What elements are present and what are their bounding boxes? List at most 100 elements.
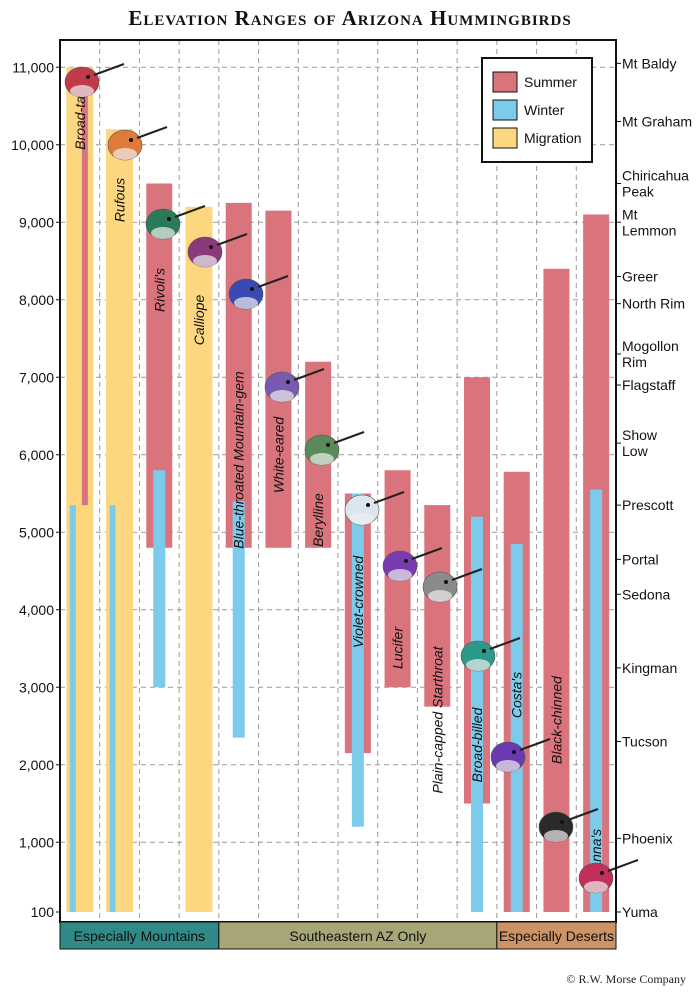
place-label: Mogollon Rim	[622, 338, 679, 370]
copyright-notice: © R.W. Morse Company	[566, 972, 686, 986]
species-label: Rufous	[112, 178, 128, 222]
hummingbird-throat-icon	[428, 590, 452, 602]
species-label: Berylline	[310, 493, 326, 547]
y-tick-label: 11,000	[12, 59, 54, 75]
species-label: Blue-throated Mountain-gem	[231, 371, 247, 549]
place-label: Portal	[622, 551, 659, 567]
hummingbird-eye-icon	[482, 649, 486, 653]
y-tick-label: 4,000	[19, 602, 54, 618]
hummingbird-throat-icon	[496, 760, 520, 772]
y-tick-label: 6,000	[19, 447, 54, 463]
species-label: Costa's	[509, 672, 525, 718]
bar-winter	[471, 516, 483, 912]
hummingbird-eye-icon	[86, 75, 90, 79]
bar-winter	[69, 505, 76, 912]
hummingbird-beak-icon	[93, 63, 125, 76]
y-tick-label: 5,000	[19, 524, 54, 540]
hummingbird-beak-icon	[519, 738, 551, 751]
legend-label: Summer	[524, 74, 577, 90]
hummingbird-throat-icon	[350, 513, 374, 525]
species-label: Broad-billed	[469, 706, 485, 782]
hummingbird-throat-icon	[544, 830, 568, 842]
species-label: Rivoli's	[151, 268, 167, 312]
bar-winter	[109, 505, 116, 912]
y-tick-label: 8,000	[19, 292, 54, 308]
place-label: Mt Graham	[622, 114, 692, 130]
hummingbird-beak-icon	[489, 637, 521, 650]
bar-winter	[232, 501, 245, 738]
hummingbird-eye-icon	[404, 559, 408, 563]
hummingbird-throat-icon	[388, 569, 412, 581]
hummingbird-beak-icon	[411, 547, 443, 560]
bar-summer	[424, 505, 451, 707]
bar-winter	[351, 493, 364, 827]
bar-migration	[185, 206, 213, 912]
hummingbird-eye-icon	[326, 443, 330, 447]
hummingbird-throat-icon	[70, 85, 94, 97]
legend-label: Winter	[524, 102, 565, 118]
place-label: Prescott	[622, 497, 673, 513]
hummingbird-eye-icon	[366, 503, 370, 507]
species-label: Lucifer	[390, 626, 406, 669]
place-label: North Rim	[622, 296, 685, 312]
hummingbird-eye-icon	[560, 820, 564, 824]
place-label: Yuma	[622, 904, 658, 920]
region-label: Southeastern AZ Only	[289, 928, 426, 944]
legend-swatch	[492, 127, 518, 149]
bar-winter	[590, 489, 603, 912]
hummingbird-throat-icon	[193, 255, 217, 267]
place-label: Flagstaff	[622, 377, 676, 393]
region-band	[59, 921, 220, 950]
y-tick-label: 9,000	[19, 214, 54, 230]
species-label: Black-chinned	[548, 675, 564, 764]
hummingbird-throat-icon	[234, 297, 258, 309]
hummingbird-eye-icon	[209, 245, 213, 249]
species-label: Plain-capped Starthroat	[429, 645, 445, 793]
y-tick-label: 100	[31, 904, 55, 920]
hummingbird-eye-icon	[286, 380, 290, 384]
y-tick-label: 1,000	[19, 834, 54, 850]
bar-winter	[153, 470, 166, 688]
legend-swatch	[492, 71, 518, 93]
y-tick-label: 10,000	[11, 137, 54, 153]
place-label: Sedona	[622, 586, 670, 602]
hummingbird-beak-icon	[216, 233, 248, 246]
legend-swatch	[492, 99, 518, 121]
hummingbird-beak-icon	[451, 568, 483, 581]
hummingbird-beak-icon	[567, 808, 599, 821]
place-label: Tucson	[622, 734, 667, 750]
hummingbird-beak-icon	[373, 491, 405, 504]
species-label: Calliope	[191, 294, 207, 345]
bar-summer	[225, 202, 252, 548]
region-label: Especially Deserts	[499, 928, 614, 944]
place-label: Show Low	[622, 427, 658, 459]
y-tick-label: 3,000	[19, 679, 54, 695]
place-label: Mt Baldy	[622, 55, 676, 71]
hummingbird-throat-icon	[584, 881, 608, 893]
hummingbird-beak-icon	[333, 431, 365, 444]
chart-title: Elevation Ranges of Arizona Hummingbirds	[128, 6, 572, 30]
bar-summer	[81, 67, 88, 506]
hummingbird-throat-icon	[113, 148, 137, 160]
place-label: Mt Lemmon	[622, 206, 676, 238]
hummingbird-throat-icon	[310, 453, 334, 465]
region-band	[496, 921, 617, 950]
legend-label: Migration	[524, 130, 582, 146]
hummingbird-beak-icon	[174, 205, 206, 218]
bar-winter	[510, 543, 523, 912]
y-tick-label: 7,000	[19, 369, 54, 385]
hummingbird-eye-icon	[167, 217, 171, 221]
hummingbird-throat-icon	[151, 227, 175, 239]
hummingbird-beak-icon	[293, 368, 325, 381]
bar-summer	[543, 268, 570, 912]
hummingbird-eye-icon	[512, 750, 516, 754]
hummingbird-throat-icon	[270, 390, 294, 402]
hummingbird-eye-icon	[444, 580, 448, 584]
hummingbird-beak-icon	[607, 859, 639, 872]
hummingbird-throat-icon	[466, 659, 490, 671]
hummingbird-beak-icon	[257, 275, 289, 288]
region-label: Especially Mountains	[74, 928, 206, 944]
place-label: Phoenix	[622, 830, 673, 846]
place-label: Chiricahua Peak	[622, 168, 689, 200]
